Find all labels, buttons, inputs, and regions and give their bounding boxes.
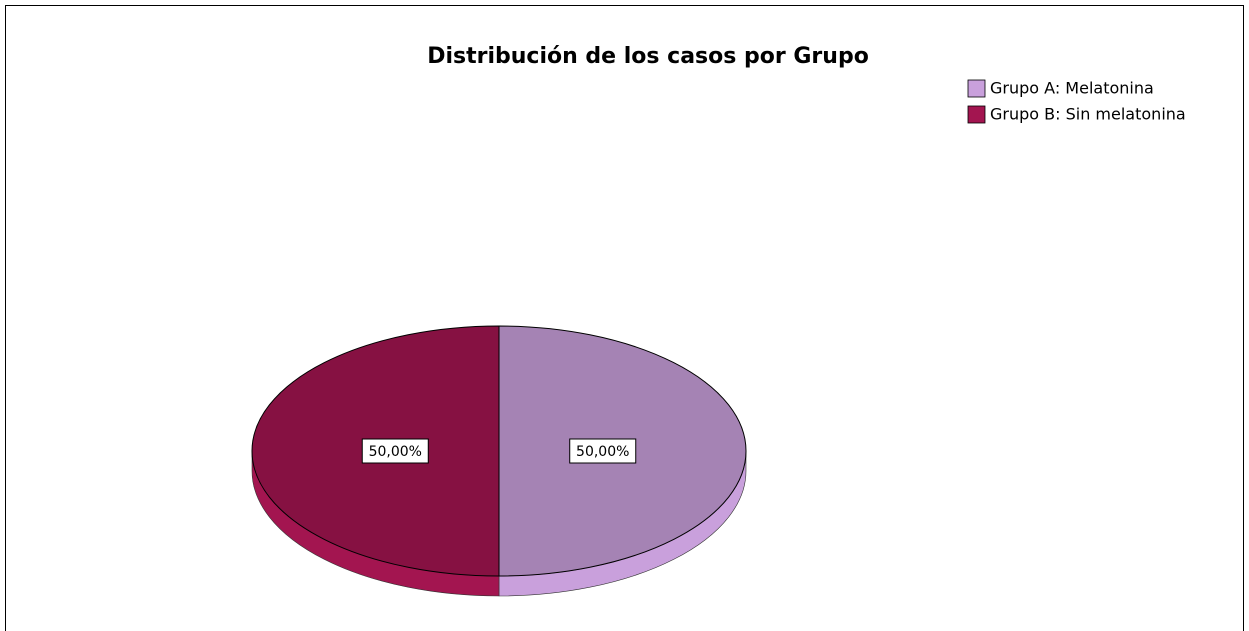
value-label-box: [569, 438, 637, 464]
legend-swatch: [967, 79, 986, 98]
legend-label: Grupo A: Melatonina: [990, 79, 1154, 98]
legend-swatch: [967, 105, 986, 124]
value-label: 50,00%: [576, 444, 629, 460]
value-label: 50,00%: [369, 444, 422, 460]
legend-label: Grupo B: Sin melatonina: [990, 105, 1186, 124]
chart-title: Distribución de los casos por Grupo: [427, 44, 869, 69]
value-label-box: [361, 438, 429, 464]
